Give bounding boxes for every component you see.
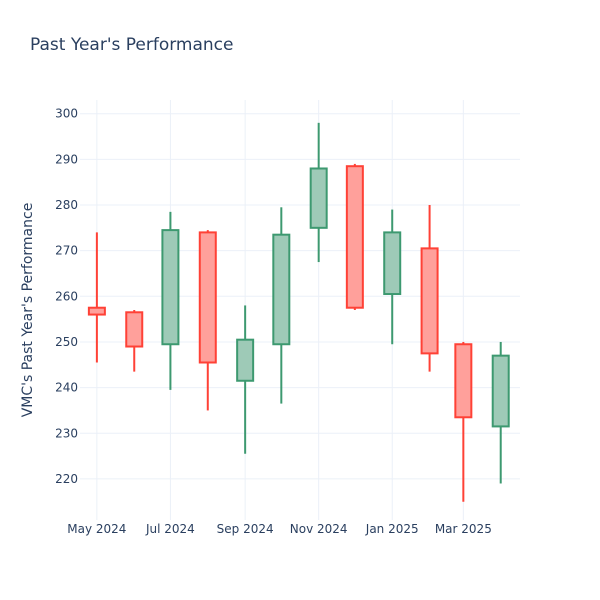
candle-increasing [236,305,255,454]
y-axis-title: VMC's Past Year's Performance [20,203,36,418]
candle-body [272,233,291,346]
candle-decreasing [198,230,217,411]
candle-body [87,306,106,316]
x-tick-label: Jan 2025 [365,522,419,536]
candle-body [454,343,473,419]
y-tick-label: 280 [55,198,78,212]
y-tick-label: 230 [55,426,78,440]
candle-body [236,338,255,382]
x-tick-label: Nov 2024 [290,522,348,536]
y-tick-label: 270 [55,244,78,258]
x-tick-label: Jul 2024 [145,522,195,536]
y-tick-label: 220 [55,472,78,486]
candle-body [198,231,217,364]
candle-increasing [491,341,510,484]
candle-increasing [383,209,402,345]
axis-layer: May 2024 Jul 2024 Sep 2024 Nov 2024 Jan 2025… [55,107,492,536]
grid-layer [80,100,520,520]
candle-body [420,247,439,355]
candle-decreasing [454,341,473,502]
y-tick-label: 300 [55,107,78,121]
candle-body [491,354,510,428]
x-tick-label: May 2024 [67,522,126,536]
candle-body [345,165,364,309]
y-tick-label: 250 [55,335,78,349]
y-tick-label: 240 [55,381,78,395]
y-tick-label: 260 [55,289,78,303]
candle-layer [87,122,510,502]
candle-decreasing [87,232,106,363]
candle-increasing [309,122,328,263]
candle-body [309,167,328,229]
x-tick-label: Sep 2024 [217,522,274,536]
candle-increasing [272,207,291,404]
candle-decreasing [420,205,439,372]
y-tick-label: 290 [55,152,78,166]
candle-body [383,231,402,296]
candle-body [161,229,180,346]
candle-decreasing [125,310,144,372]
candle-increasing [161,211,180,390]
candle-body [125,311,144,348]
chart-title: Past Year's Performance [30,35,234,55]
candle-decreasing [345,163,364,310]
x-tick-label: Mar 2025 [435,522,492,536]
